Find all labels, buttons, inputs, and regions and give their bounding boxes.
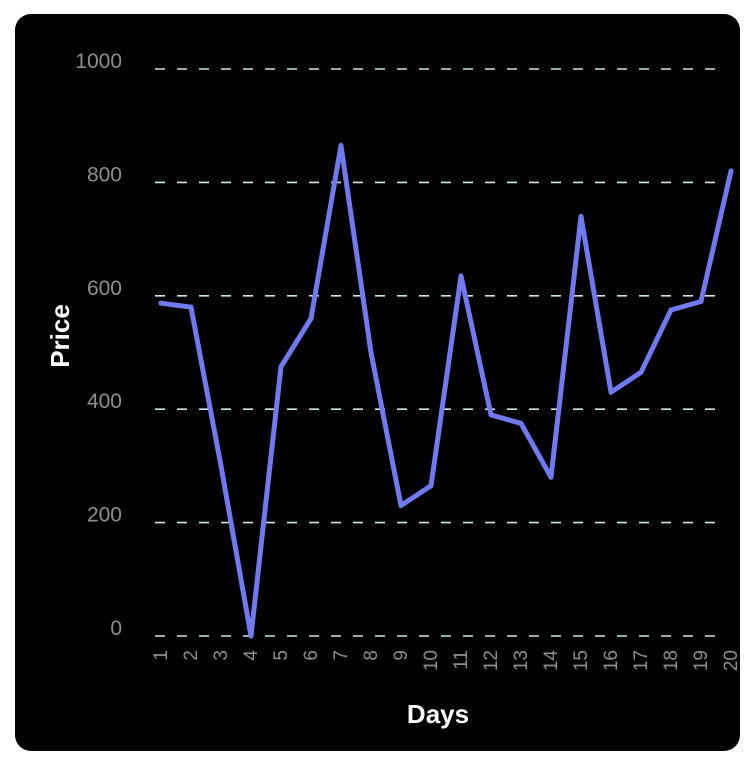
data-point <box>308 315 314 321</box>
x-tick-label: 17 <box>631 650 652 671</box>
x-tick-label: 13 <box>511 650 532 671</box>
series-line <box>158 143 734 639</box>
data-point <box>188 304 194 310</box>
data-point <box>218 463 224 469</box>
x-tick-label: 11 <box>451 650 472 670</box>
y-tick-label: 600 <box>87 277 122 300</box>
data-point <box>728 168 734 174</box>
y-tick-label: 200 <box>87 504 122 527</box>
x-tick-label: 12 <box>481 650 502 671</box>
x-tick-label: 3 <box>211 650 232 661</box>
x-tick-label: 20 <box>721 650 740 671</box>
data-point <box>368 350 374 355</box>
x-tick-label: 4 <box>241 650 262 661</box>
chart-card: 0 200 400 600 800 1000 1 2 3 4 5 6 7 8 9 10 11 12 13 14 15 1… <box>15 14 740 751</box>
x-tick-label: 15 <box>571 650 592 671</box>
y-tick-label: 0 <box>110 617 122 640</box>
data-point <box>608 389 614 395</box>
data-point <box>278 364 284 370</box>
data-point <box>458 273 464 279</box>
x-tick-label: 5 <box>271 650 292 661</box>
x-tick-label: 1 <box>151 650 172 661</box>
data-point <box>248 633 254 639</box>
data-point <box>338 143 344 149</box>
data-point <box>158 300 164 306</box>
y-axis-title: Price <box>45 304 75 368</box>
data-point <box>698 298 704 304</box>
x-tick-label: 6 <box>301 650 322 661</box>
y-axis-ticks: 0 200 400 600 800 1000 <box>75 50 122 640</box>
x-tick-label: 14 <box>541 650 562 672</box>
x-tick-label: 9 <box>391 650 412 661</box>
data-point <box>428 483 434 489</box>
series-layer <box>158 143 734 639</box>
y-tick-label: 800 <box>87 163 122 186</box>
x-tick-label: 16 <box>601 650 622 671</box>
x-tick-label: 19 <box>691 650 712 671</box>
data-point <box>398 503 404 509</box>
x-axis-ticks: 1 2 3 4 5 6 7 8 9 10 11 12 13 14 15 16 17 18 19 20 <box>151 650 740 672</box>
x-tick-label: 8 <box>361 650 382 661</box>
grid-lines <box>155 68 721 637</box>
data-point <box>638 369 644 375</box>
y-tick-label: 400 <box>87 390 122 413</box>
x-tick-label: 18 <box>661 650 682 671</box>
data-point <box>518 420 524 426</box>
data-point <box>488 412 494 418</box>
x-tick-label: 7 <box>331 650 352 661</box>
x-tick-label: 10 <box>421 650 442 671</box>
data-point <box>548 474 554 480</box>
data-point <box>578 213 584 219</box>
x-axis-title: Days <box>407 699 469 729</box>
y-tick-label: 1000 <box>75 50 122 73</box>
data-point <box>668 307 674 313</box>
x-tick-label: 2 <box>181 650 202 661</box>
